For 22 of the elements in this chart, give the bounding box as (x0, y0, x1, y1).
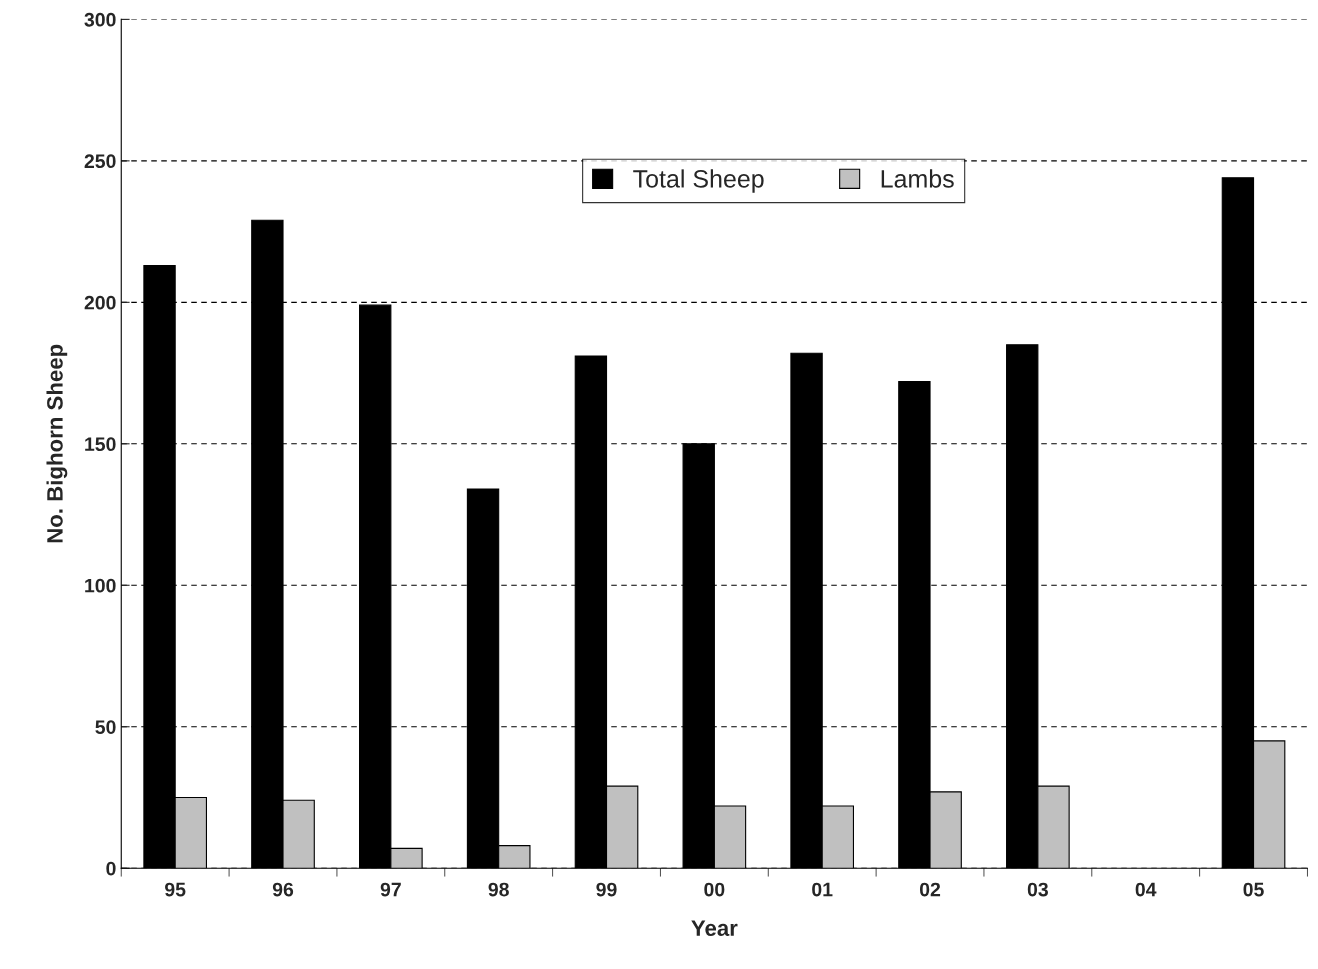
y-tick-label: 150 (85, 437, 116, 452)
x-tick-label: 00 (704, 882, 725, 897)
y-tick-label: 100 (85, 578, 116, 593)
x-tick-label: 02 (919, 882, 941, 897)
x-axis-title: Year (691, 920, 738, 937)
x-tick-label: 99 (596, 882, 617, 897)
x-tick-label: 97 (380, 882, 401, 897)
y-tick-label: 50 (95, 720, 116, 734)
y-tick-label: 0 (106, 861, 116, 876)
x-tick-label: 01 (812, 882, 833, 897)
y-axis-title: No. Bighorn Sheep (46, 344, 68, 543)
x-tick-label: 04 (1135, 882, 1157, 897)
x-tick-label: 98 (488, 882, 509, 897)
x-tick-label: 03 (1027, 882, 1048, 897)
y-tick-label: 250 (84, 154, 116, 169)
x-tick-label: 96 (272, 882, 294, 897)
x-tick-label: 05 (1243, 882, 1264, 897)
y-tick-label: 200 (84, 295, 116, 310)
legend-label: Total Sheep (633, 169, 764, 193)
x-tick-label: 95 (165, 882, 186, 897)
y-tick-label: 300 (84, 12, 116, 27)
legend-label: Lambs (881, 169, 954, 188)
